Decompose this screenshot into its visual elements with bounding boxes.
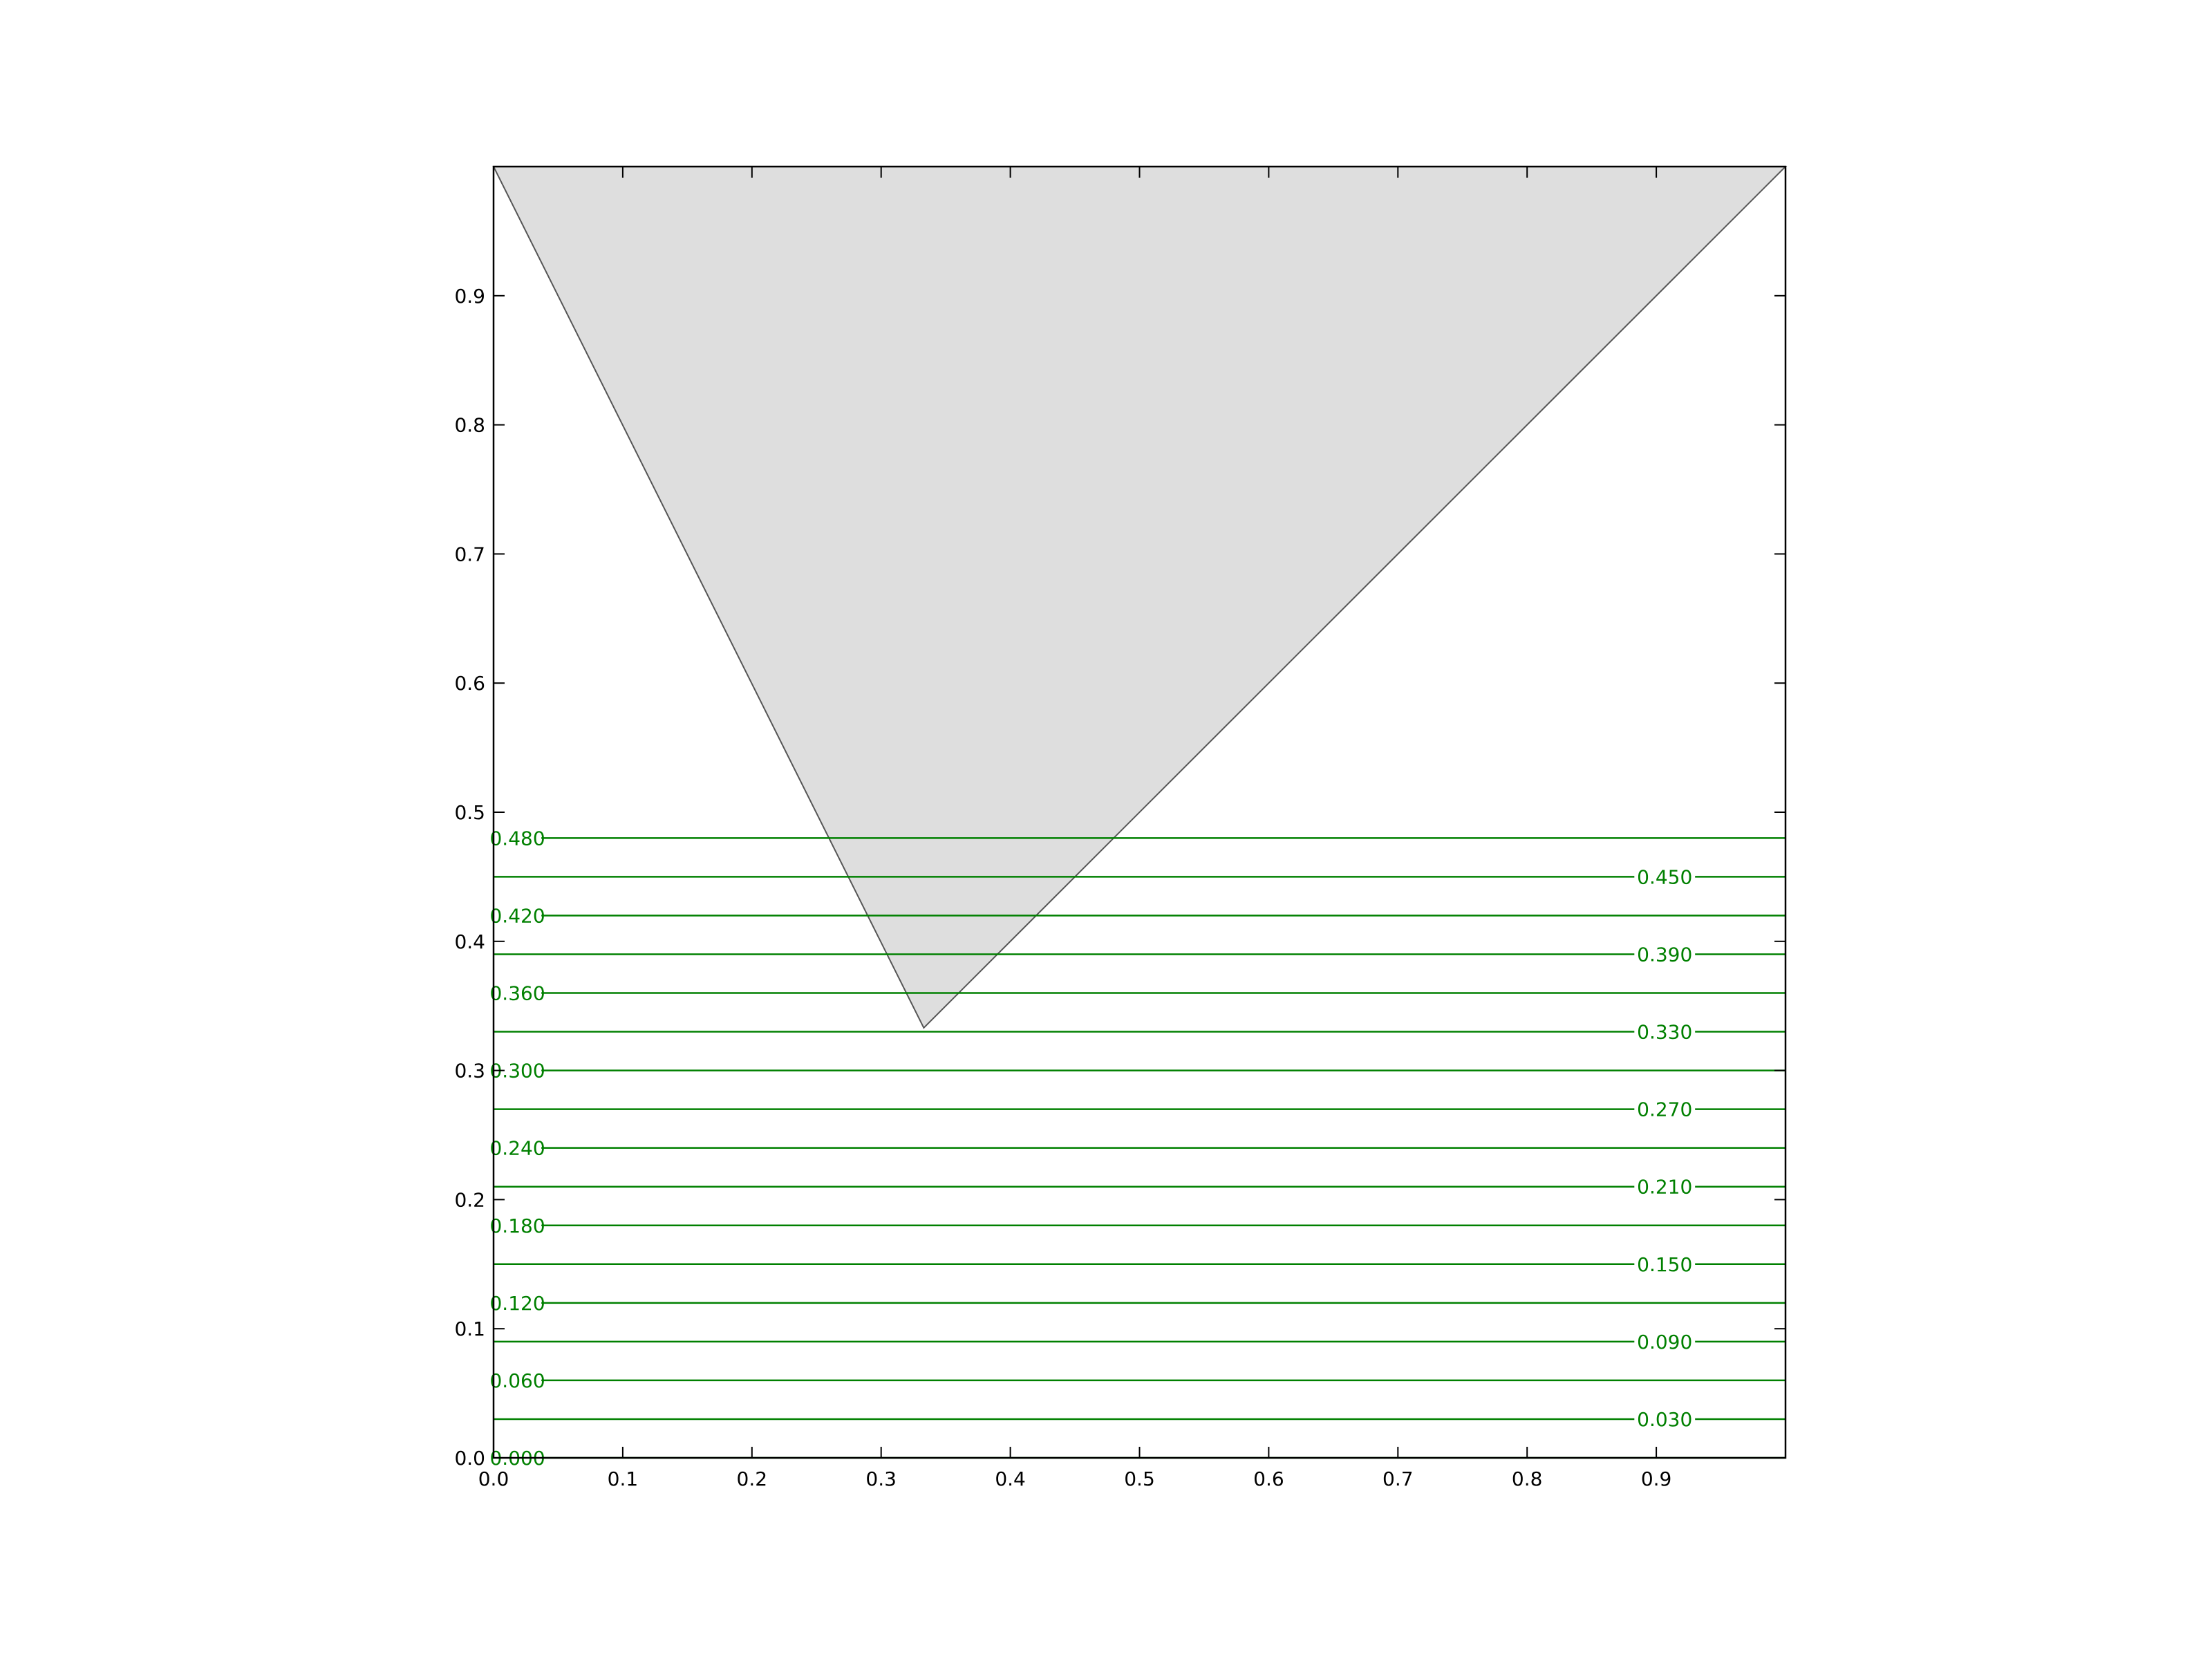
x-tick-label: 0.3 [865, 1468, 897, 1490]
x-tick-label: 0.5 [1124, 1468, 1155, 1490]
contour-label: 0.420 [489, 904, 545, 927]
contour-label: 0.360 [489, 982, 545, 1005]
contour-label: 0.270 [1637, 1098, 1692, 1121]
contour-label: 0.180 [489, 1215, 545, 1237]
x-tick-label: 0.2 [737, 1468, 768, 1490]
y-tick-label: 0.2 [454, 1188, 485, 1211]
x-tick-label: 0.7 [1382, 1468, 1414, 1490]
x-tick-label: 0.1 [608, 1468, 639, 1490]
contour-label: 0.450 [1637, 865, 1692, 888]
contour-label: 0.030 [1637, 1408, 1692, 1431]
contour-label: 0.240 [489, 1137, 545, 1160]
y-tick-label: 0.0 [454, 1447, 485, 1470]
contour-label: 0.120 [489, 1292, 545, 1315]
x-tick-label: 0.4 [995, 1468, 1026, 1490]
contour-label: 0.090 [1637, 1331, 1692, 1353]
x-tick-label: 0.9 [1641, 1468, 1672, 1490]
x-tick-label: 0.6 [1253, 1468, 1284, 1490]
y-tick-label: 0.6 [454, 672, 485, 695]
tick-layer: 0.0 0.1 0.2 0.3 0.4 0.5 0.6 0.7 0.8 0.90.00.10.20… [454, 167, 1785, 1490]
x-tick-label: 0.8 [1512, 1468, 1543, 1490]
contour-label: 0.150 [1637, 1253, 1692, 1276]
x-tick-label: 0.0 [478, 1468, 509, 1490]
y-tick-label: 0.4 [454, 930, 485, 953]
contour-label: 0.480 [489, 827, 545, 850]
y-tick-label: 0.3 [454, 1060, 485, 1082]
contour-label: 0.390 [1637, 943, 1692, 966]
contour-label: 0.060 [489, 1369, 545, 1392]
contour-layer: 0.0000.0300.0600.0900.1200.1500.1800.210… [489, 827, 1785, 1470]
y-tick-label: 0.9 [454, 285, 485, 308]
shaded-triangle [492, 166, 1788, 1029]
y-tick-label: 0.7 [454, 543, 485, 565]
contour-label: 0.210 [1637, 1176, 1692, 1199]
y-tick-label: 0.1 [454, 1318, 485, 1340]
triangle-layer [492, 166, 1788, 1029]
y-tick-label: 0.5 [454, 801, 485, 824]
contour-label: 0.330 [1637, 1021, 1692, 1044]
y-tick-label: 0.8 [454, 414, 485, 437]
